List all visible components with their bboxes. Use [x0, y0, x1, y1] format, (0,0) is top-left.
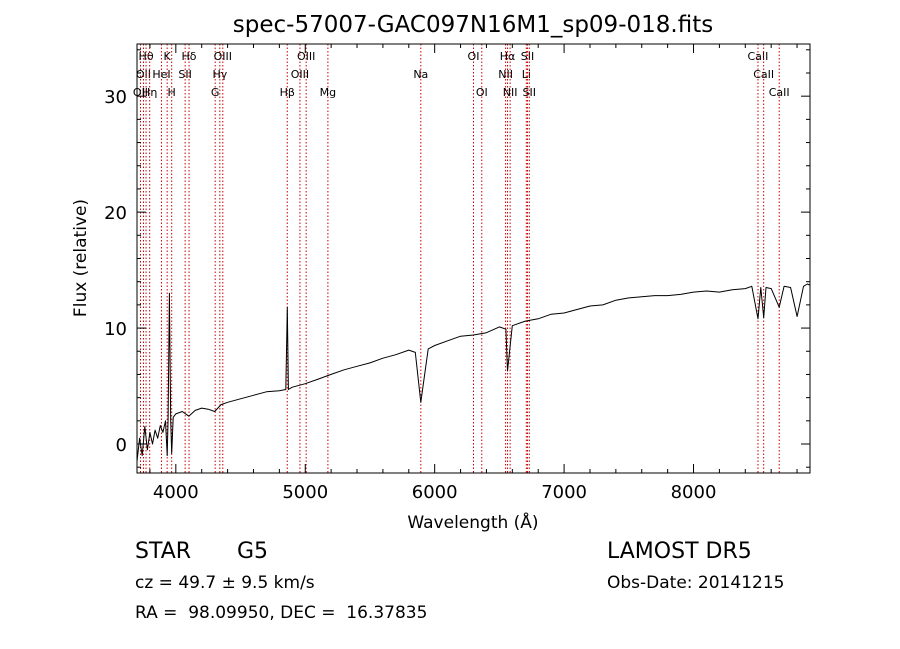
line-marker-label: NII — [498, 68, 513, 81]
line-marker-label: CaII — [769, 86, 790, 99]
line-marker-label: OIII — [297, 50, 315, 63]
x-tick-label: 5000 — [282, 482, 328, 503]
y-tick-label: 30 — [104, 87, 127, 108]
x-tick-label: 6000 — [412, 482, 458, 503]
line-marker-label: K — [164, 50, 172, 63]
line-marker-label: Na — [413, 68, 428, 81]
line-marker-label: SII — [521, 50, 534, 63]
x-tick-label: 4000 — [153, 482, 199, 503]
spectrum-line — [136, 283, 811, 462]
line-marker-label: HeI — [152, 68, 170, 81]
line-marker-label: CaII — [753, 68, 774, 81]
redshift-velocity: cz = 49.7 ± 9.5 km/s — [135, 573, 315, 593]
y-tick-label: 20 — [104, 203, 127, 224]
y-tick-label: 0 — [116, 435, 127, 456]
spectrum-series — [136, 283, 811, 462]
x-axis-label: Wavelength (Å) — [407, 511, 538, 533]
line-marker-label: OI — [476, 86, 488, 99]
line-marker-label: G — [211, 86, 220, 99]
axes: 4000 5000 6000 7000 8000 0 10 20 30 — [104, 44, 810, 503]
observation-date: Obs-Date: 20141215 — [607, 573, 785, 593]
line-marker-label: Hβ — [280, 86, 295, 99]
line-marker-label: Hθ — [139, 50, 154, 63]
line-marker-label: Li — [522, 68, 531, 81]
line-marker-label: OI — [468, 50, 480, 63]
y-tick-label: 10 — [104, 319, 127, 340]
y-axis-label: Flux (relative) — [71, 199, 91, 317]
line-marker-label: NII — [503, 86, 518, 99]
survey-name: LAMOST DR5 — [607, 539, 752, 564]
line-marker-label: SII — [523, 86, 536, 99]
spectral-line-markers: OIIOIIHθHηHeIKHSIIHδGHγOIIIHβOIIIOIIIMgN… — [133, 44, 790, 473]
chart-title: spec-57007-GAC097N16M1_sp09-018.fits — [233, 12, 713, 38]
line-marker-label: CaII — [748, 50, 769, 63]
line-marker-label: OII — [136, 68, 151, 81]
object-class: STAR — [135, 539, 192, 564]
line-marker-label: H — [168, 86, 176, 99]
line-marker-label: OIII — [214, 50, 232, 63]
object-subclass: G5 — [237, 539, 269, 564]
line-marker-label: Hγ — [212, 68, 227, 81]
line-marker-label: Hα — [500, 50, 516, 63]
line-marker-label: Mg — [320, 86, 336, 99]
sky-coordinates: RA = 98.09950, DEC = 16.37835 — [135, 603, 428, 623]
x-tick-label: 7000 — [541, 482, 587, 503]
line-marker-label: OIII — [291, 68, 309, 81]
line-marker-label: Hη — [142, 86, 157, 99]
x-tick-label: 8000 — [671, 482, 717, 503]
line-marker-label: SII — [178, 68, 191, 81]
line-marker-label: Hδ — [182, 50, 197, 63]
